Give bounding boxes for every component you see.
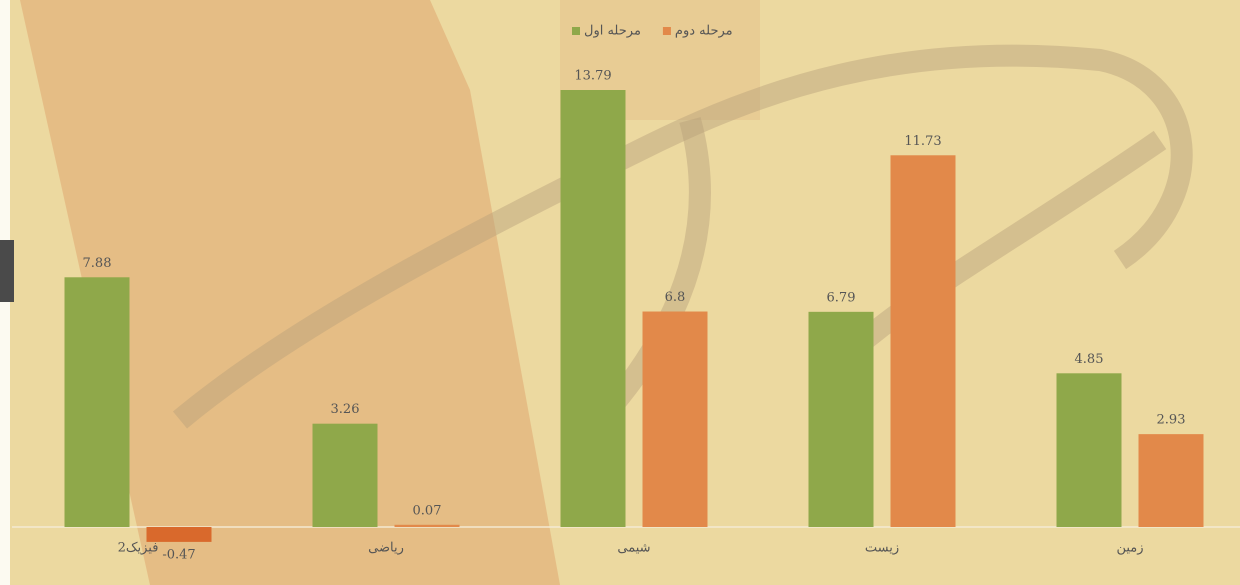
legend-label: مرحله اول xyxy=(584,24,641,39)
decor-stroke xyxy=(172,44,1193,429)
side-tab xyxy=(0,240,14,302)
data-label: 6.79 xyxy=(827,290,856,305)
legend-label: مرحله دوم xyxy=(675,24,733,39)
bar xyxy=(642,311,708,527)
data-label: 11.73 xyxy=(904,134,941,149)
legend-swatch xyxy=(572,27,580,35)
bar xyxy=(312,423,378,527)
data-label: 13.79 xyxy=(574,69,611,84)
x-tick-label: زمین xyxy=(1116,541,1143,556)
data-label: 4.85 xyxy=(1075,352,1104,367)
data-label: 3.26 xyxy=(331,402,360,417)
bar xyxy=(560,90,626,527)
bar xyxy=(146,527,212,542)
bar xyxy=(1056,373,1122,527)
x-tick-label: شیمی xyxy=(617,541,650,556)
x-tick-label: ریاضی xyxy=(368,541,404,556)
data-label: 6.8 xyxy=(665,290,686,305)
bar xyxy=(64,277,130,527)
bar xyxy=(890,155,956,527)
data-label: -0.47 xyxy=(162,547,195,562)
data-label: 7.88 xyxy=(83,256,112,271)
data-label: 0.07 xyxy=(413,503,442,518)
x-tick-label: زیست xyxy=(865,541,899,556)
decor-stroke xyxy=(591,117,711,428)
decor-shape xyxy=(20,0,560,585)
bar xyxy=(1138,434,1204,527)
data-label: 2.93 xyxy=(1157,413,1186,428)
x-tick-label: فیزیک2 xyxy=(118,541,159,556)
bar xyxy=(808,311,874,527)
bar xyxy=(394,524,460,527)
legend-swatch xyxy=(662,27,671,35)
